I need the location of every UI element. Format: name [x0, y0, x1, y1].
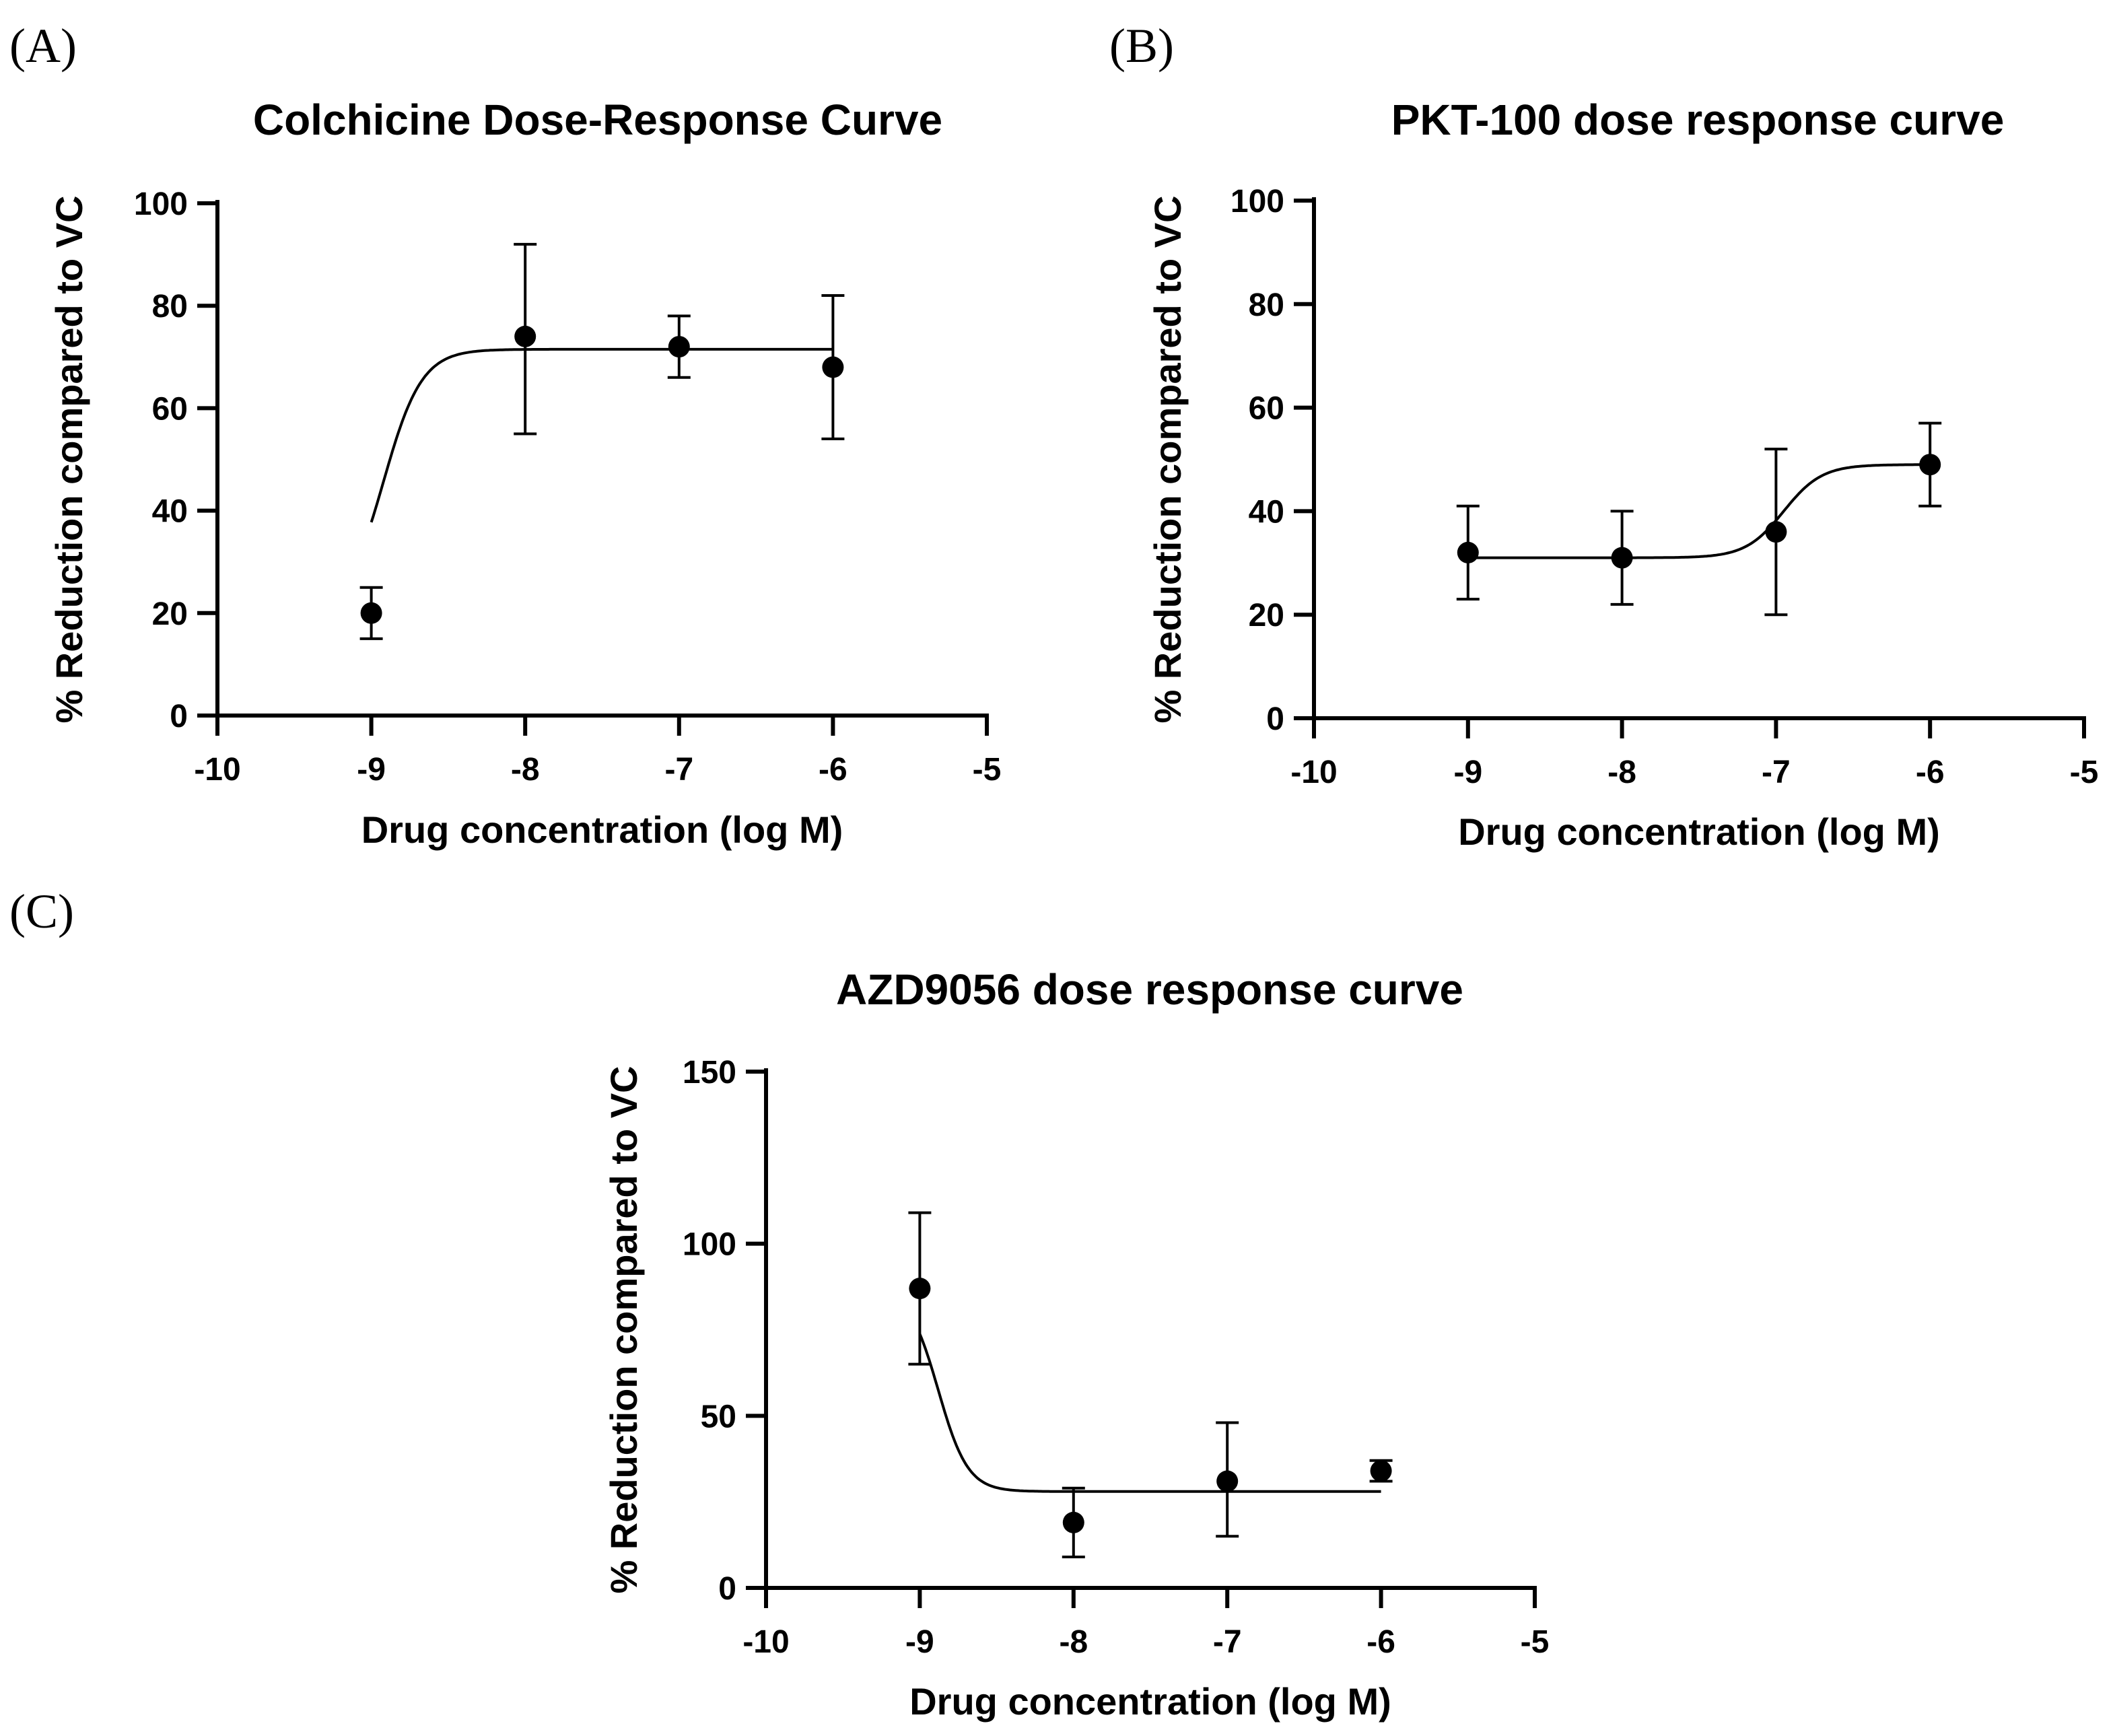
y-tick-label: 40	[1249, 494, 1284, 530]
x-axis-label: Drug concentration (log M)	[361, 808, 843, 851]
chart-panel-0: (A) Colchicine Dose-Response Curve -10 -9 -8…	[9, 19, 1001, 851]
data-point	[1062, 1511, 1084, 1533]
y-tick-label: 150	[683, 1055, 736, 1090]
y-tick-label: 0	[170, 699, 188, 734]
y-tick-label: 100	[683, 1227, 736, 1263]
y-tick-label: 80	[1249, 287, 1284, 323]
panel-label: (A)	[9, 19, 77, 73]
data-point	[1370, 1460, 1392, 1482]
y-tick-label: 80	[152, 289, 188, 324]
x-tick-label: -6	[1366, 1624, 1395, 1660]
y-axis-label: % Reduction compared to VC	[48, 195, 90, 723]
y-tick-label: 60	[1249, 391, 1284, 427]
y-tick-label: 60	[152, 391, 188, 427]
chart-panel-2: (C) AZD9056 dose response curve -10 -9 -8 -7 -…	[9, 884, 1549, 1723]
data-point	[1611, 547, 1633, 569]
x-tick-label: -10	[1290, 755, 1337, 790]
fit-curve	[918, 1333, 1381, 1493]
x-tick-label: -7	[1213, 1624, 1242, 1660]
x-tick-label: -8	[1059, 1624, 1088, 1660]
y-tick-label: 40	[152, 494, 188, 530]
x-tick-label: -5	[2070, 755, 2099, 790]
x-tick-label: -5	[1521, 1624, 1550, 1660]
y-tick-label: 50	[701, 1399, 736, 1434]
x-tick-label: -9	[1453, 755, 1482, 790]
y-tick-label: 0	[1266, 701, 1284, 737]
y-tick-label: 20	[152, 596, 188, 632]
y-tick-label: 100	[134, 186, 188, 222]
x-axis-label: Drug concentration (log M)	[909, 1680, 1391, 1723]
data-point	[668, 336, 690, 358]
y-tick-label: 20	[1249, 598, 1284, 633]
fit-curve	[370, 347, 833, 523]
chart-title: PKT-100 dose response curve	[1391, 96, 2005, 144]
data-point	[514, 325, 536, 347]
x-axis-label: Drug concentration (log M)	[1458, 810, 1940, 853]
data-point	[909, 1278, 931, 1300]
chart-title: AZD9056 dose response curve	[836, 965, 1463, 1014]
x-tick-label: -9	[357, 752, 386, 788]
x-tick-label: -6	[819, 752, 847, 788]
panel-label: (B)	[1109, 19, 1174, 73]
fit-curve	[1467, 463, 1931, 559]
data-point	[1919, 454, 1941, 476]
x-tick-label: -8	[1607, 755, 1636, 790]
data-point	[1765, 521, 1787, 543]
data-point	[822, 356, 844, 378]
x-tick-label: -7	[1762, 755, 1791, 790]
x-tick-label: -9	[905, 1624, 934, 1660]
x-tick-label: -10	[742, 1624, 789, 1660]
chart-title: Colchicine Dose-Response Curve	[253, 96, 942, 144]
x-tick-label: -6	[1916, 755, 1945, 790]
x-tick-label: -8	[511, 752, 540, 788]
y-tick-label: 0	[718, 1571, 736, 1607]
x-tick-label: -10	[194, 752, 240, 788]
x-tick-label: -7	[664, 752, 693, 788]
panel-label: (C)	[9, 884, 74, 938]
y-tick-label: 100	[1231, 184, 1284, 219]
y-axis-label: % Reduction compared to VC	[602, 1066, 645, 1593]
data-point	[1457, 541, 1479, 563]
data-point	[360, 602, 382, 624]
x-tick-label: -5	[973, 752, 1002, 788]
data-point	[1216, 1470, 1239, 1492]
y-axis-label: % Reduction compared to VC	[1146, 195, 1189, 723]
chart-panel-1: (B) PKT-100 dose response curve -10 -9 -8 -7 -…	[1109, 19, 2098, 853]
